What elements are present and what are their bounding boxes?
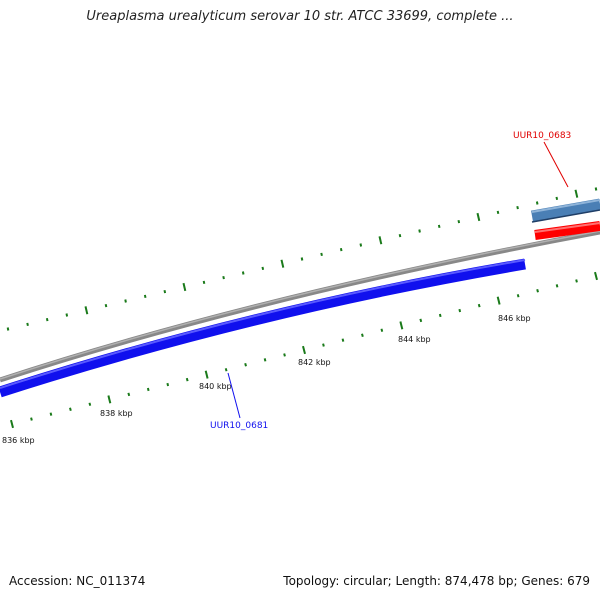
minor-tick	[241, 271, 245, 275]
minor-tick	[322, 343, 325, 347]
scale-label: 836 kbp	[2, 436, 35, 445]
minor-tick	[185, 377, 189, 382]
minor-tick	[45, 317, 49, 322]
minor-tick	[124, 299, 127, 303]
minor-tick	[6, 327, 10, 331]
minor-tick	[536, 289, 539, 293]
minor-tick	[49, 412, 53, 416]
minor-tick	[146, 387, 150, 392]
minor-tick	[224, 368, 228, 372]
minor-tick	[300, 257, 304, 261]
minor-tick	[555, 284, 559, 288]
minor-tick	[26, 322, 29, 327]
minor-tick	[30, 417, 33, 421]
major-tick	[496, 296, 501, 305]
major-tick	[107, 395, 112, 404]
major-tick	[204, 370, 209, 379]
accession-text: Accession: NC_011374	[9, 574, 146, 588]
minor-tick	[143, 294, 147, 299]
minor-tick	[339, 247, 343, 252]
minor-tick	[594, 187, 598, 191]
genome-stats-text: Topology: circular; Length: 874,478 bp; …	[283, 574, 590, 588]
scale-label: 846 kbp	[498, 314, 531, 323]
major-tick	[10, 419, 14, 429]
minor-tick	[516, 294, 520, 298]
genome-backbone-highlight	[0, 230, 600, 380]
gene-uur10-0681-bar-shine	[0, 259, 526, 389]
major-tick	[84, 306, 89, 315]
minor-tick	[419, 318, 423, 323]
minor-tick	[535, 201, 539, 205]
outer-tick-row	[6, 187, 598, 331]
scale-label: 840 kbp	[199, 382, 232, 391]
minor-tick	[127, 392, 131, 397]
minor-tick	[457, 219, 461, 224]
gene-uur10-0681-callout-line	[227, 372, 241, 419]
major-tick	[378, 236, 383, 245]
minor-tick	[458, 308, 462, 313]
gene-uur10-0683-bar[interactable]	[534, 221, 600, 240]
minor-tick	[104, 303, 108, 308]
minor-tick	[477, 303, 481, 308]
scale-label: 844 kbp	[398, 335, 431, 344]
map-title: Ureaplasma urealyticum serovar 10 str. A…	[86, 9, 514, 24]
minor-tick	[398, 233, 402, 238]
minor-tick	[361, 333, 364, 337]
minor-tick	[359, 243, 363, 247]
minor-tick	[166, 382, 170, 387]
inner-tick-row	[10, 271, 598, 429]
major-tick	[574, 189, 579, 198]
gene-adjacent-bar-shine	[531, 199, 600, 213]
minor-tick	[575, 279, 578, 283]
minor-tick	[418, 229, 421, 233]
minor-tick	[516, 205, 519, 210]
major-tick	[302, 345, 306, 355]
gene-adjacent-bar[interactable]	[531, 198, 600, 222]
gene-uur10-0683-callout-line	[543, 141, 569, 188]
minor-tick	[555, 196, 559, 201]
minor-tick	[496, 210, 500, 215]
minor-tick	[163, 289, 167, 294]
minor-tick	[202, 280, 206, 285]
minor-tick	[320, 252, 323, 257]
minor-tick	[437, 224, 441, 229]
minor-tick	[69, 407, 72, 411]
gene-uur10-0681-label[interactable]: UUR10_0681	[210, 421, 268, 431]
minor-tick	[380, 328, 384, 332]
gene-uur10-0681-bar[interactable]	[0, 258, 526, 398]
minor-tick	[222, 275, 225, 280]
gene-uur10-0683-label[interactable]: UUR10_0683	[513, 131, 571, 141]
minor-tick	[438, 313, 442, 318]
minor-tick	[341, 338, 345, 342]
major-tick	[476, 212, 481, 222]
minor-tick	[261, 266, 265, 271]
gene-uur10-0683-bar-shine	[534, 222, 600, 233]
major-tick	[594, 271, 598, 281]
major-tick	[182, 282, 187, 292]
minor-tick	[283, 353, 286, 357]
major-tick	[399, 321, 404, 330]
minor-tick	[65, 313, 69, 317]
minor-tick	[244, 363, 247, 367]
genome-backbone	[0, 229, 600, 383]
gene-adjacent-bar-edge	[531, 209, 600, 223]
minor-tick	[88, 402, 92, 406]
minor-tick	[263, 358, 267, 362]
scale-label: 842 kbp	[298, 358, 331, 367]
major-tick	[280, 259, 285, 268]
scale-label: 838 kbp	[100, 409, 133, 418]
